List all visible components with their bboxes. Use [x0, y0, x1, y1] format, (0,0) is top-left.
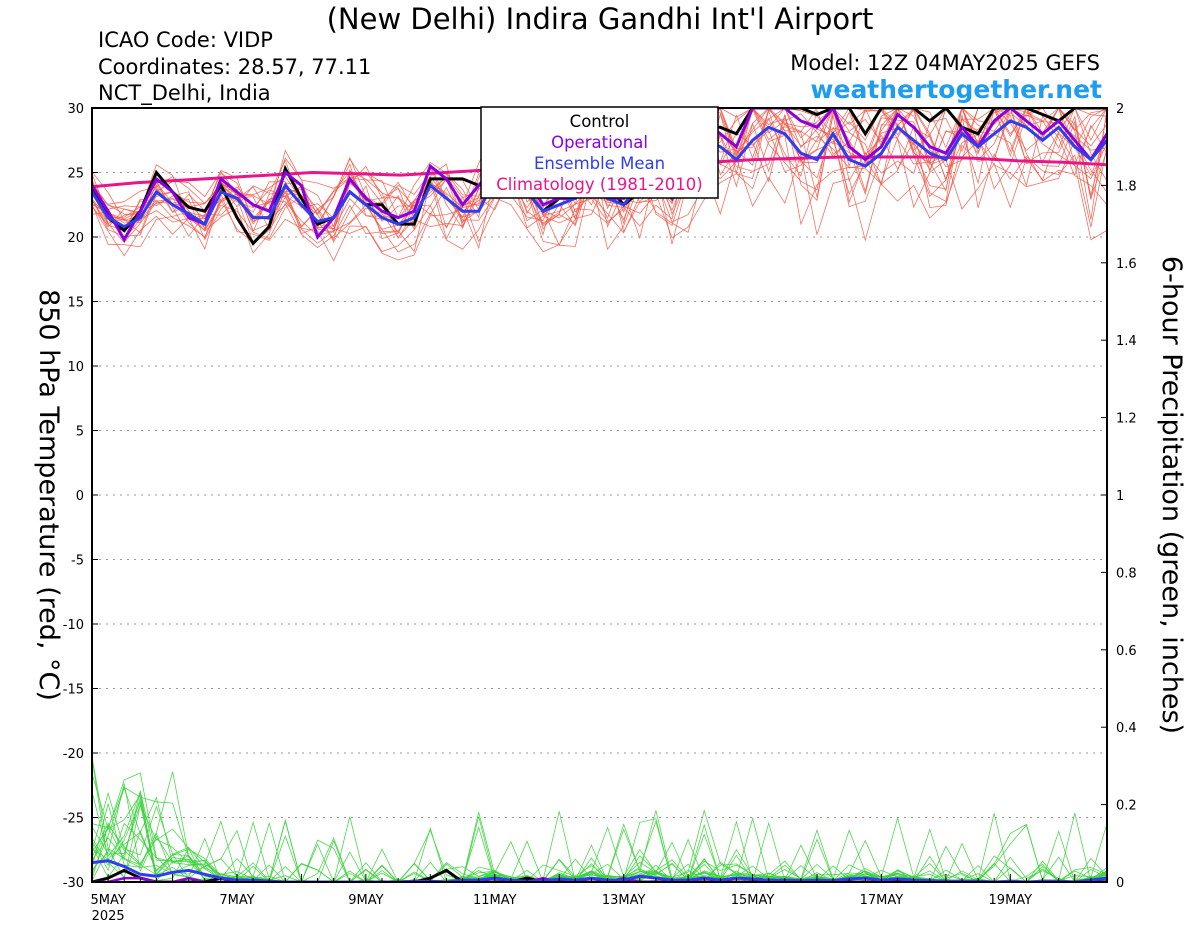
y-right-tick-label: 0.2 [1116, 799, 1137, 814]
x-tick-label: 9MAY [348, 893, 383, 908]
ensemble-member-precip-line [92, 758, 1107, 882]
y-tick-label: 5 [76, 425, 84, 440]
y-right-tick-label: 1.6 [1116, 257, 1137, 272]
legend-entry: Climatology (1981-2010) [496, 175, 702, 194]
ensemble-member-temp-line [92, 108, 1107, 225]
model-run: Model: 12Z 04MAY2025 GEFS [790, 51, 1100, 75]
y-axis-label: 850 hPa Temperature (red, °C) [33, 289, 64, 701]
ensemble-member-precip-line [92, 756, 1107, 882]
y-right-tick-label: 1.4 [1116, 334, 1137, 349]
coordinates: Coordinates: 28.57, 77.11 [98, 55, 372, 79]
ensemble-member-precip-line [92, 799, 1107, 882]
x-tick-label: 19MAY [989, 893, 1033, 908]
y-right-tick-label: 0.4 [1116, 721, 1137, 736]
y-right-tick-label: 1 [1116, 489, 1124, 504]
icao-code: ICAO Code: VIDP [98, 28, 273, 52]
site-name[interactable]: weathertogether.net [810, 75, 1102, 104]
ensemble-member-precip-line [92, 791, 1107, 882]
y-tick-label: 30 [67, 102, 84, 117]
x-tick-label: 11MAY [473, 893, 517, 908]
y-tick-label: 10 [67, 360, 84, 375]
y-tick-label: 15 [67, 296, 84, 311]
legend-entry: Ensemble Mean [534, 154, 665, 173]
legend-entry: Control [570, 112, 630, 131]
ensemble-member-temp-line [92, 108, 1107, 236]
region: NCT_Delhi, India [98, 81, 271, 105]
legend-entry: Operational [551, 133, 648, 152]
y-tick-label: 25 [67, 167, 84, 182]
y-tick-label: 0 [76, 489, 84, 504]
y-right-axis-label: 6-hour Precipitation (green, inches) [1156, 256, 1187, 734]
x-tick-year: 2025 [92, 909, 125, 924]
y-right-tick-label: 1.8 [1116, 179, 1137, 194]
x-tick-label: 15MAY [731, 893, 775, 908]
x-tick-label: 13MAY [602, 893, 646, 908]
x-tick-label: 17MAY [860, 893, 904, 908]
x-tick-label: 7MAY [219, 893, 254, 908]
y-tick-label: 20 [67, 231, 84, 246]
legend-box [480, 106, 719, 199]
y-tick-label: -25 [63, 812, 84, 827]
y-tick-label: -5 [71, 554, 84, 569]
y-tick-label: -20 [63, 747, 84, 762]
x-tick-label: 5MAY [90, 893, 125, 908]
y-tick-label: -10 [63, 618, 84, 633]
y-right-tick-label: 0 [1116, 876, 1124, 891]
ensemble-member-precip-line [92, 789, 1107, 882]
y-right-tick-label: 1.2 [1116, 412, 1137, 427]
ensemble-member-precip-line [92, 818, 1107, 882]
y-right-tick-label: 2 [1116, 102, 1124, 117]
y-tick-label: -30 [63, 876, 84, 891]
y-tick-label: -15 [63, 683, 84, 698]
legend: Control Operational Ensemble Mean Climatolo… [480, 106, 719, 199]
chart-title: (New Delhi) Indira Gandhi Int'l Airport [326, 2, 874, 36]
y-right-tick-label: 0.8 [1116, 566, 1137, 581]
y-right-tick-label: 0.6 [1116, 644, 1137, 659]
